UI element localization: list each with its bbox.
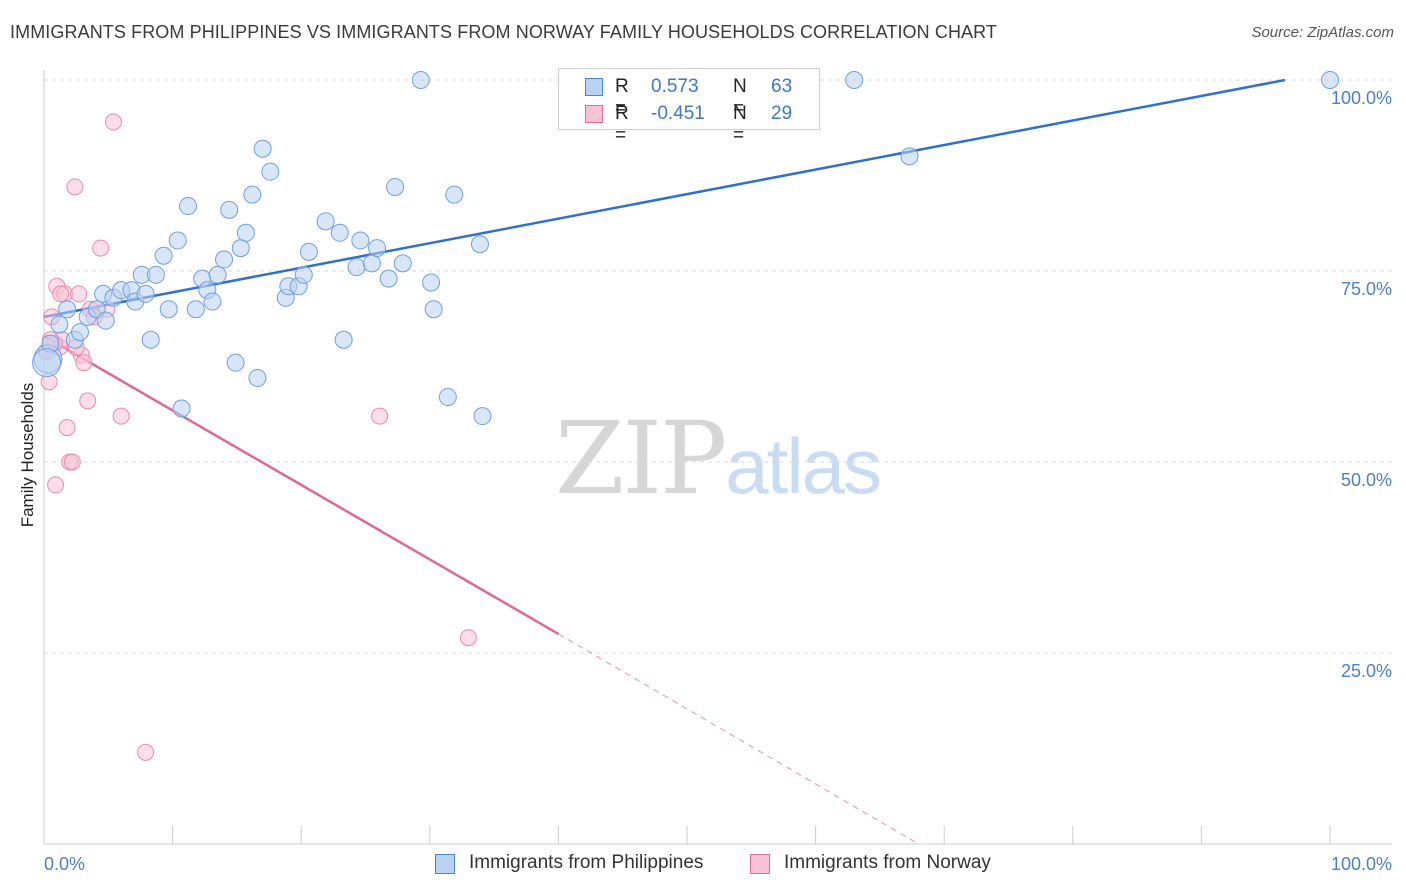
philippines-point bbox=[50, 315, 69, 334]
philippines-point bbox=[261, 162, 280, 181]
y-tick-label: 50.0% bbox=[1341, 470, 1392, 490]
legend-r-value: -0.451 bbox=[651, 103, 705, 124]
philippines-point bbox=[411, 71, 430, 89]
philippines-point bbox=[58, 300, 77, 319]
philippines-point bbox=[362, 254, 381, 273]
philippines-point bbox=[203, 292, 222, 311]
y-tick-label: 25.0% bbox=[1341, 661, 1392, 681]
philippines-point bbox=[386, 177, 405, 196]
philippines-point bbox=[393, 254, 412, 273]
philippines-point bbox=[226, 353, 245, 372]
philippines-point bbox=[253, 139, 272, 158]
norway-point bbox=[459, 629, 477, 647]
bottom-legend-label: Immigrants from Philippines bbox=[469, 852, 704, 873]
philippines-point bbox=[146, 265, 165, 284]
norway-points bbox=[38, 113, 477, 761]
y-tick-label: 100.0% bbox=[1331, 88, 1392, 108]
bottom-legend-swatch-norway bbox=[750, 854, 770, 874]
correlation-legend: R = 0.573 N = 63 R = -0.451 N = 29 bbox=[558, 68, 820, 146]
norway-point bbox=[79, 392, 97, 410]
philippines-point bbox=[215, 250, 234, 269]
philippines-point bbox=[136, 284, 155, 303]
chart-title: IMMIGRANTS FROM PHILIPPINES VS IMMIGRANT… bbox=[10, 22, 998, 42]
philippines-point bbox=[900, 147, 919, 166]
tick-labels: 25.0% 50.0% 75.0% 100.0% 0.0% 100.0% bbox=[44, 88, 1392, 874]
philippines-point bbox=[179, 197, 198, 216]
x-tick-label: 100.0% bbox=[1331, 854, 1392, 874]
watermark-atlas: atlas bbox=[725, 422, 882, 510]
norway-point bbox=[66, 178, 84, 196]
legend-n-value: 29 bbox=[771, 103, 793, 124]
watermark-zip: ZIP bbox=[555, 400, 727, 517]
philippines-point bbox=[248, 368, 267, 387]
norway-point bbox=[47, 476, 65, 494]
norway-trend-line bbox=[43, 334, 560, 635]
legend-swatch-philippines bbox=[585, 78, 603, 96]
legend-r-value: 0.573 bbox=[651, 76, 699, 97]
bottom-legend-label: Immigrants from Norway bbox=[784, 852, 991, 873]
philippines-point bbox=[220, 200, 239, 219]
philippines-point bbox=[445, 185, 464, 204]
gridlines bbox=[44, 79, 1392, 654]
norway-point bbox=[70, 285, 88, 303]
philippines-point bbox=[32, 348, 62, 378]
norway-point bbox=[112, 407, 130, 425]
philippines-point bbox=[316, 212, 335, 231]
philippines-point bbox=[71, 323, 90, 342]
x-tick-label: 0.0% bbox=[44, 854, 85, 874]
norway-point bbox=[58, 419, 76, 437]
philippines-point bbox=[186, 300, 205, 319]
legend-r-label: R = bbox=[615, 76, 629, 119]
philippines-point bbox=[347, 258, 366, 277]
norway-point bbox=[63, 453, 81, 471]
philippines-points bbox=[32, 71, 1339, 426]
norway-point bbox=[104, 113, 122, 131]
norway-point bbox=[371, 407, 389, 425]
philippines-point bbox=[159, 300, 178, 319]
philippines-point bbox=[231, 239, 250, 258]
legend-swatch-norway bbox=[585, 105, 603, 123]
philippines-point bbox=[154, 246, 173, 265]
philippines-point bbox=[470, 235, 489, 254]
philippines-trend-line bbox=[43, 78, 1286, 319]
trend-lines bbox=[43, 78, 1286, 845]
philippines-point bbox=[351, 231, 370, 250]
philippines-point bbox=[172, 399, 191, 418]
philippines-point bbox=[168, 231, 187, 250]
philippines-point bbox=[208, 265, 227, 284]
philippines-point bbox=[141, 330, 160, 349]
axes bbox=[43, 70, 1392, 845]
norway-point bbox=[52, 285, 70, 303]
y-tick-label: 75.0% bbox=[1341, 279, 1392, 299]
norway-trend-extension bbox=[558, 633, 919, 845]
norway-point bbox=[75, 354, 93, 372]
philippines-point bbox=[422, 273, 441, 292]
norway-point bbox=[137, 743, 155, 761]
watermark: ZIPatlas bbox=[555, 400, 882, 517]
philippines-point bbox=[243, 185, 262, 204]
legend-n-label: N = bbox=[733, 76, 747, 119]
philippines-point bbox=[1321, 71, 1339, 89]
legend-r-label: R = bbox=[615, 103, 629, 146]
source-label: Source: ZipAtlas.com bbox=[1251, 24, 1394, 41]
philippines-point bbox=[438, 388, 457, 407]
philippines-point bbox=[236, 223, 255, 242]
philippines-point bbox=[96, 311, 115, 330]
bottom-legend-swatch-philippines bbox=[435, 854, 455, 874]
legend-n-value: 63 bbox=[771, 76, 793, 97]
legend-n-label: N = bbox=[733, 103, 747, 146]
philippines-point bbox=[424, 300, 443, 319]
philippines-point bbox=[299, 242, 318, 261]
philippines-point bbox=[368, 239, 387, 258]
philippines-point bbox=[330, 223, 349, 242]
philippines-point bbox=[845, 71, 864, 89]
norway-point bbox=[92, 239, 110, 257]
philippines-point bbox=[334, 330, 353, 349]
philippines-point bbox=[379, 269, 398, 288]
philippines-point bbox=[473, 407, 492, 426]
philippines-point bbox=[294, 265, 313, 284]
